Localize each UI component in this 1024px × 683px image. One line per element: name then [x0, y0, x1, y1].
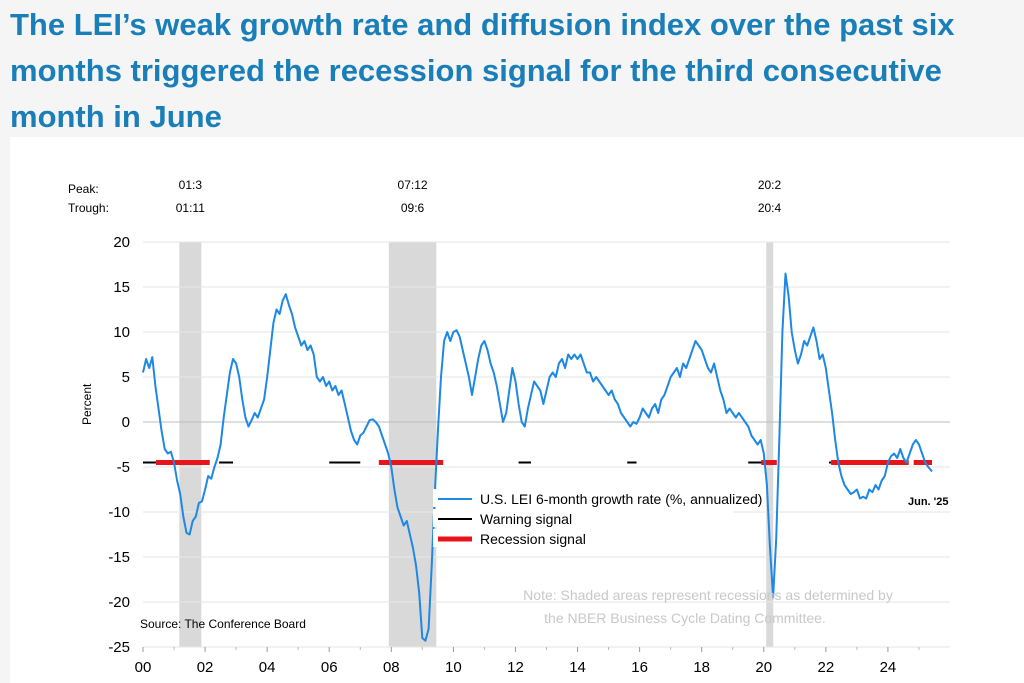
x-axis-ticks: 00 02 04 06 08 10 12 14 16 18 20 22 24	[135, 647, 920, 676]
legend-bg	[433, 509, 733, 527]
page-title: The LEI’s weak growth rate and diffusion…	[10, 7, 955, 134]
x-tick-label: 04	[259, 659, 276, 676]
x-tick-label: 24	[880, 659, 897, 676]
end-date-label: Jun. '25	[908, 496, 949, 508]
y-tick-label: -10	[108, 504, 130, 521]
recession-trough-date: 20:4	[758, 201, 782, 215]
chart-panel: 20 15 10 5 0 -5 -10 -15 -20 -25 00 02 04 06 08 10 12 14 1…	[10, 137, 1024, 683]
y-tick-label: -20	[108, 594, 130, 611]
lei-chart: 20 15 10 5 0 -5 -10 -15 -20 -25 00 02 04 06 08 10 12 14 1…	[68, 178, 950, 676]
legend-bg	[433, 489, 733, 507]
y-tick-label: -5	[117, 459, 130, 476]
note-line-1: Note: Shaded areas represent recessions …	[523, 587, 893, 603]
recession-band-3	[766, 242, 774, 647]
lei-growth-line	[142, 272, 933, 642]
recession-date-labels: 01:3 01:11 07:12 09:6 20:2 20:4	[176, 178, 782, 215]
note-line-2: the NBER Business Cycle Dating Committee…	[544, 610, 826, 626]
y-axis-label: Percent	[80, 383, 94, 425]
source-label: Source: The Conference Board	[140, 617, 306, 631]
recession-trough-date: 01:11	[176, 201, 205, 215]
y-tick-label: -25	[108, 639, 130, 656]
trough-label: Trough:	[68, 201, 109, 215]
legend-label-2: Warning signal	[480, 511, 572, 527]
x-tick-label: 14	[569, 659, 586, 676]
x-tick-label: 02	[197, 659, 214, 676]
legend-bg	[433, 529, 733, 547]
y-axis-ticks: 20 15 10 5 0 -5 -10 -15 -20 -25	[108, 234, 130, 656]
recession-band-1	[179, 242, 202, 647]
x-tick-label: 00	[135, 659, 152, 676]
recession-peak-date: 07:12	[398, 178, 428, 192]
x-tick-label: 08	[383, 659, 400, 676]
x-tick-label: 20	[755, 659, 772, 676]
legend: U.S. LEI 6-month growth rate (%, annuali…	[433, 489, 762, 547]
x-tick-label: 06	[321, 659, 338, 676]
y-tick-label: 10	[113, 324, 130, 341]
y-tick-label: -15	[108, 549, 130, 566]
x-tick-label: 16	[631, 659, 648, 676]
y-tick-label: 20	[113, 234, 130, 251]
recession-peak-date: 20:2	[758, 178, 782, 192]
x-tick-label: 18	[693, 659, 710, 676]
y-tick-label: 15	[113, 279, 130, 296]
gridlines	[143, 241, 950, 648]
y-tick-label: 0	[122, 414, 130, 431]
recession-peak-date: 01:3	[179, 178, 203, 192]
recession-band-2	[388, 242, 437, 647]
legend-label-1: U.S. LEI 6-month growth rate (%, annuali…	[480, 491, 762, 507]
recession-shading	[179, 242, 774, 647]
x-tick-label: 22	[818, 659, 835, 676]
x-tick-label: 10	[445, 659, 462, 676]
peak-label: Peak:	[68, 182, 99, 196]
x-tick-label: 12	[507, 659, 524, 676]
recession-trough-date: 09:6	[401, 201, 425, 215]
y-tick-label: 5	[122, 369, 130, 386]
legend-label-3: Recession signal	[480, 531, 586, 547]
